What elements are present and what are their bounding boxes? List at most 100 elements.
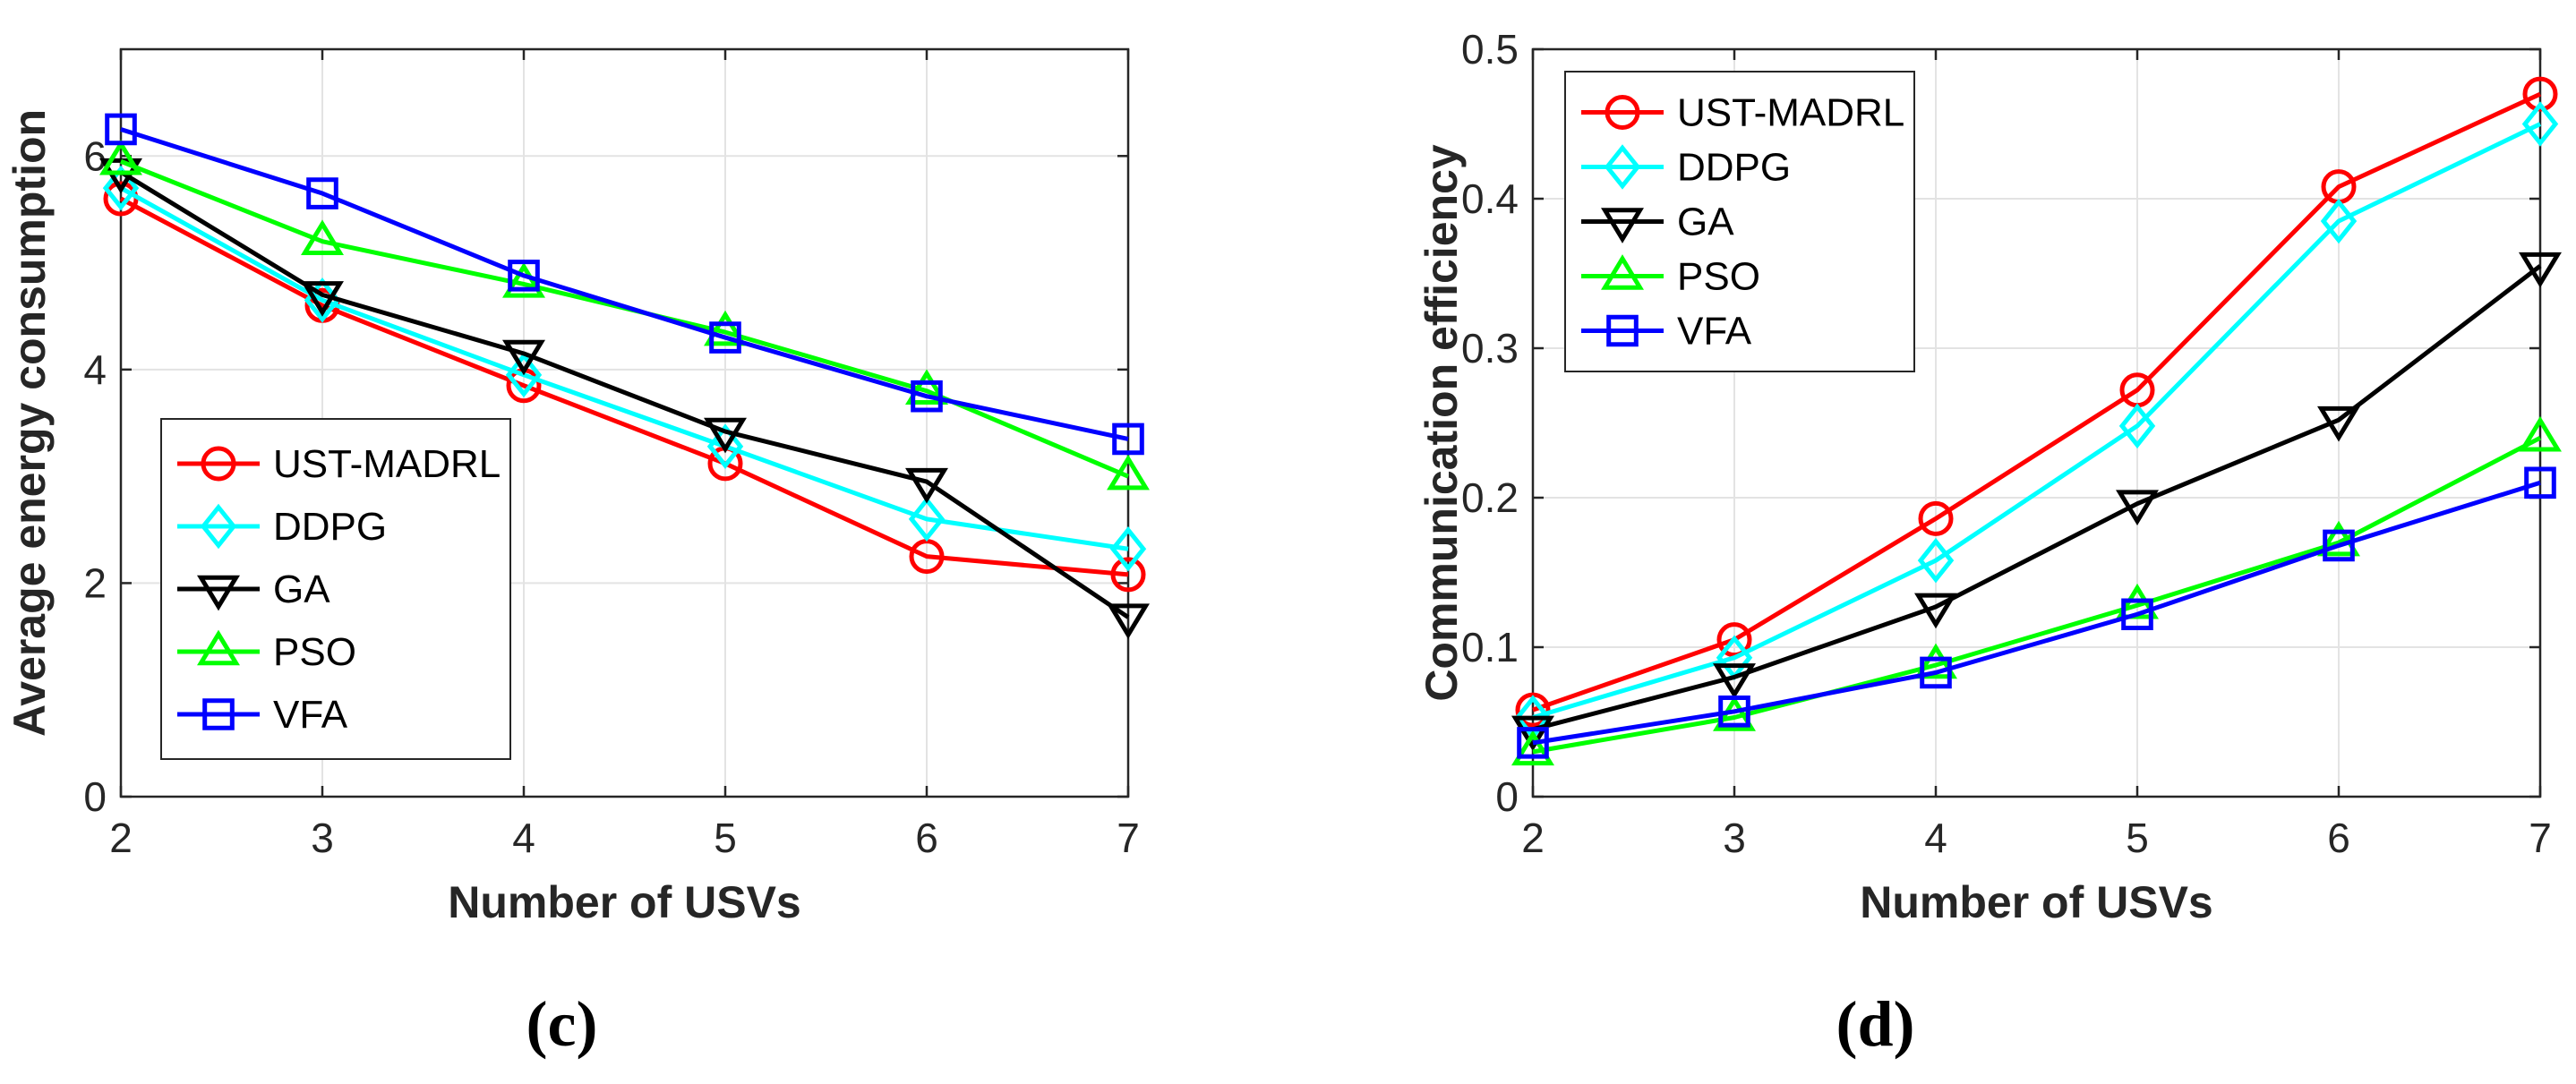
data-point	[301, 281, 344, 317]
y-tick-label: 0.5	[1461, 26, 1519, 73]
data-point	[1713, 663, 1756, 699]
data-point	[502, 339, 545, 376]
data-point	[1112, 423, 1144, 456]
y-tick-label: 4	[83, 346, 107, 393]
x-tick-labels: 2 3 4 5 6 7	[109, 815, 1140, 861]
data-point	[1517, 727, 1549, 759]
data-point	[1511, 730, 1554, 766]
plot-area-frame	[119, 47, 1130, 798]
data-point	[2317, 405, 2360, 442]
data-point	[105, 113, 137, 146]
data-point	[2121, 598, 2153, 631]
x-tick-label: 7	[1117, 815, 1140, 861]
x-tick-label: 7	[2529, 815, 2552, 861]
data-point	[1716, 622, 1752, 658]
legend-label: PSO	[273, 630, 356, 674]
series-group	[1511, 76, 2562, 766]
data-point	[1914, 643, 1957, 679]
y-tick-label: 2	[83, 559, 107, 606]
data-point	[1515, 692, 1551, 728]
y-axis-label: Average energy consumption	[4, 109, 55, 737]
data-point	[1914, 593, 1957, 629]
legend-swatches	[177, 446, 260, 730]
data-point	[905, 369, 948, 405]
legend-label: GA	[1677, 201, 1734, 244]
legend-label: GA	[273, 568, 330, 611]
legend-marker	[201, 446, 236, 482]
data-point	[1107, 603, 1150, 639]
data-point	[1718, 696, 1750, 728]
series-line	[1532, 264, 2542, 732]
x-axis-label: Number of USVs	[448, 877, 801, 927]
data-point	[1920, 656, 1952, 689]
legend-label: PSO	[1677, 255, 1760, 299]
data-point	[704, 417, 747, 454]
data-point	[102, 165, 140, 211]
chart-panel-d: 2 3 4 5 6 7 0 0.1 0.2 0.3 0.4 0.5 UST-MA…	[1416, 26, 2562, 1060]
series-line	[119, 170, 1130, 619]
data-point	[706, 423, 744, 469]
series-group	[99, 113, 1150, 639]
data-point	[2317, 520, 2360, 557]
series-line	[120, 127, 1129, 441]
x-tick-label: 5	[714, 815, 737, 861]
legend-marker	[202, 698, 235, 730]
x-tick-label: 6	[915, 815, 938, 861]
data-point	[306, 177, 338, 209]
legend-label: DDPG	[1677, 146, 1791, 190]
chart-panel-c: 2 3 4 5 6 7 0 2 4 6 UST-MADRL DDPG GA PS…	[4, 47, 1150, 1060]
data-point	[704, 310, 747, 346]
y-tick-labels: 0 0.1 0.2 0.3 0.4 0.5	[1461, 26, 1519, 820]
y-tick-label: 0	[83, 773, 107, 820]
data-point	[1110, 557, 1146, 593]
series-line	[1532, 91, 2542, 713]
legend-marker	[1601, 208, 1644, 243]
y-tick-label: 0.1	[1461, 624, 1519, 670]
legend-marker	[1604, 144, 1641, 190]
legend-label: VFA	[1677, 310, 1752, 354]
data-point	[911, 380, 943, 413]
data-point	[502, 262, 545, 298]
data-point	[1511, 715, 1554, 752]
legend: UST-MADRL DDPG GA PSO VFA	[1564, 71, 1915, 372]
data-point	[2323, 529, 2355, 562]
series-line	[119, 196, 1129, 577]
data-point	[301, 219, 344, 255]
data-point	[2118, 403, 2156, 449]
legend-marker	[1601, 254, 1644, 290]
legend-label: DDPG	[273, 505, 387, 549]
data-point	[709, 321, 741, 354]
x-tick-label: 3	[1723, 815, 1746, 861]
y-axis-label: Communication efficiency	[1416, 144, 1467, 702]
y-tick-label: 0.2	[1461, 474, 1519, 521]
data-point	[905, 467, 948, 504]
data-point	[99, 158, 142, 194]
data-point	[2320, 198, 2358, 244]
data-point	[2524, 466, 2556, 499]
legend-swatches	[1581, 95, 1664, 347]
legend-marker	[197, 575, 240, 611]
legend-label: UST-MADRL	[1677, 91, 1904, 135]
legend-marker	[197, 629, 240, 666]
data-point	[2116, 490, 2159, 526]
x-tick-label: 2	[1521, 815, 1545, 861]
data-point	[2519, 415, 2562, 452]
x-tick-label: 2	[109, 815, 133, 861]
y-tick-label: 0	[1495, 773, 1519, 820]
y-tick-labels: 0 2 4 6	[83, 132, 107, 820]
series-line	[1532, 480, 2541, 746]
x-tick-label: 6	[2327, 815, 2350, 861]
x-tick-labels: 2 3 4 5 6 7	[1521, 815, 2552, 861]
data-point	[2519, 252, 2562, 288]
x-tick-label: 3	[311, 815, 334, 861]
x-tick-label: 5	[2126, 815, 2149, 861]
data-point	[1109, 526, 1147, 572]
data-point	[1918, 500, 1954, 536]
data-point	[1107, 454, 1150, 491]
legend: UST-MADRL DDPG GA PSO VFA	[160, 418, 511, 760]
x-tick-label: 4	[512, 815, 535, 861]
data-point	[508, 260, 540, 292]
legend-label: UST-MADRL	[273, 442, 501, 486]
x-tick-label: 4	[1924, 815, 1947, 861]
